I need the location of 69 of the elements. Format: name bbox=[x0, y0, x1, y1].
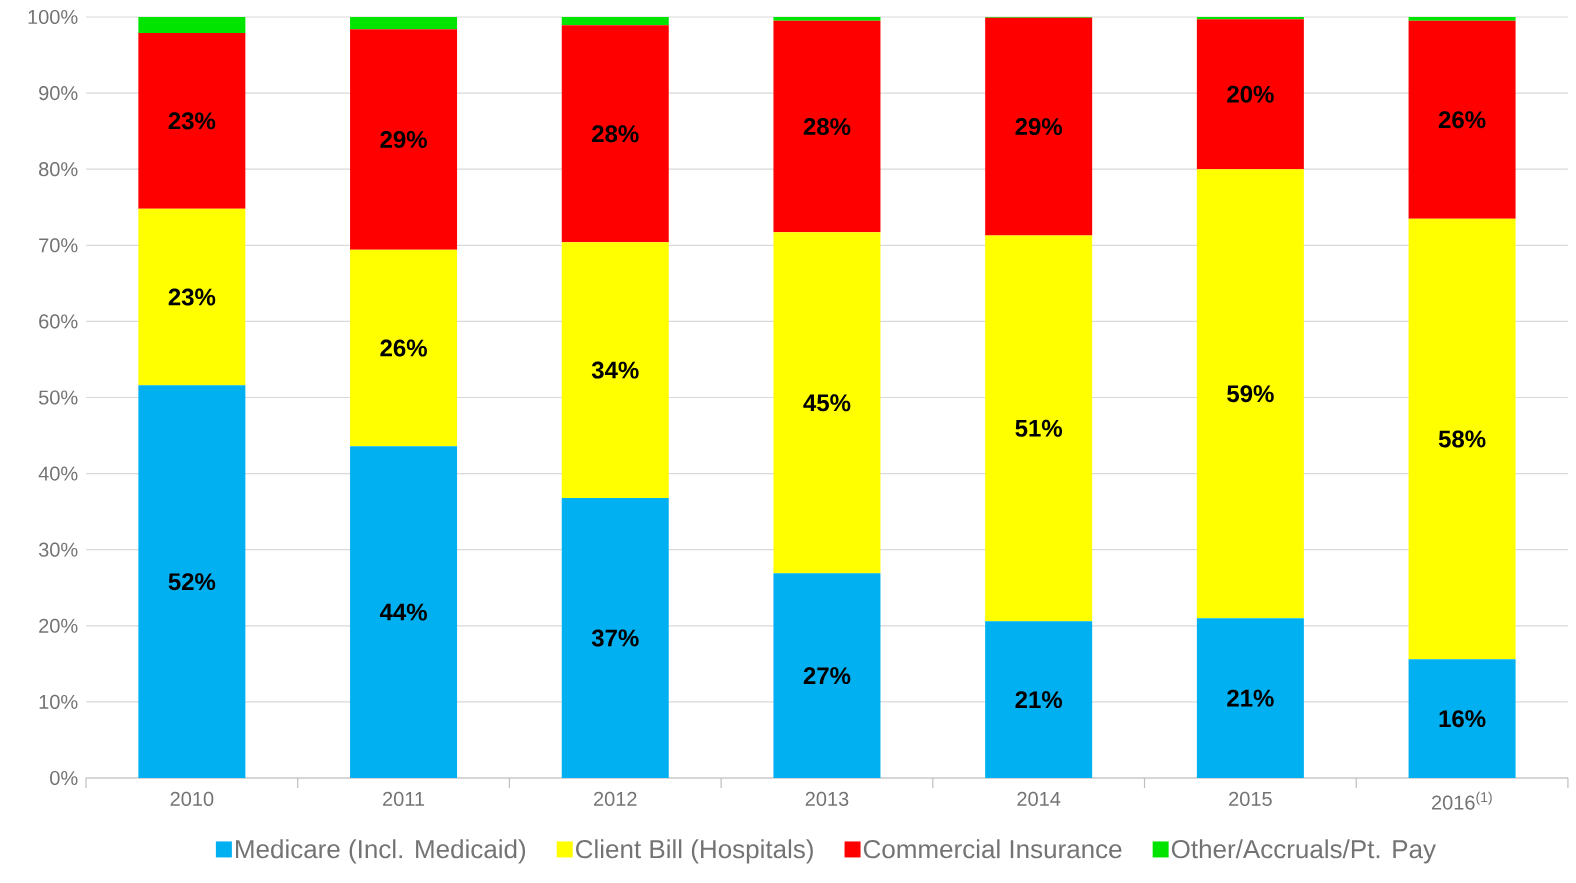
y-tick-label: 90% bbox=[39, 86, 78, 101]
bar bbox=[985, 235, 1093, 622]
bar bbox=[350, 29, 458, 250]
bar bbox=[1408, 218, 1516, 660]
bar bbox=[138, 208, 246, 386]
y-tick-label: 10% bbox=[39, 694, 78, 709]
bar bbox=[138, 385, 246, 778]
bar bbox=[350, 249, 458, 447]
x-tick-label: 2015 bbox=[1229, 791, 1272, 806]
data-label: 29% bbox=[1015, 118, 1063, 136]
data-label: 37% bbox=[591, 629, 639, 647]
bar bbox=[1408, 16, 1516, 21]
bar bbox=[1196, 618, 1304, 778]
y-tick-label: 50% bbox=[38, 390, 78, 405]
legend-label: Other/Accruals/Pt. Pay bbox=[1171, 839, 1436, 864]
bar bbox=[561, 242, 669, 498]
data-label: 59% bbox=[1227, 385, 1274, 403]
bar bbox=[350, 446, 458, 778]
data-label: 23% bbox=[168, 112, 216, 130]
y-tick-label: 60% bbox=[39, 314, 78, 329]
bar bbox=[1196, 19, 1304, 170]
data-label: 20% bbox=[1227, 85, 1274, 103]
bar bbox=[773, 16, 881, 21]
x-tick-label: 2011 bbox=[383, 791, 425, 806]
bar bbox=[773, 232, 881, 574]
x-tick-label: 2010 bbox=[170, 791, 214, 806]
y-tick-label: 70% bbox=[39, 238, 78, 253]
data-label: 26% bbox=[380, 339, 427, 357]
data-label: 51% bbox=[1015, 419, 1063, 437]
data-label: 44% bbox=[379, 603, 427, 621]
y-tick-label: 40% bbox=[38, 466, 78, 481]
bar bbox=[138, 32, 246, 209]
bar bbox=[985, 17, 1093, 236]
legend-label: Client Bill (Hospitals) bbox=[576, 839, 813, 864]
y-tick-label: 30% bbox=[38, 542, 78, 557]
data-label: 58% bbox=[1438, 430, 1486, 448]
bar bbox=[1408, 659, 1516, 778]
bar bbox=[1408, 20, 1516, 219]
data-label: 29% bbox=[380, 131, 427, 149]
bar bbox=[985, 621, 1093, 778]
y-tick-label: 100% bbox=[28, 9, 78, 25]
y-tick-label: 0% bbox=[50, 770, 78, 786]
bar bbox=[561, 16, 669, 26]
x-tick-label: 2012 bbox=[594, 791, 637, 806]
legend-label: Commercial Insurance bbox=[863, 839, 1122, 859]
bar bbox=[561, 25, 669, 243]
data-label: 27% bbox=[803, 667, 851, 685]
data-label: 34% bbox=[591, 361, 639, 379]
data-label: 21% bbox=[1015, 691, 1063, 709]
y-tick-label: 80% bbox=[39, 162, 78, 177]
legend-label: Medicare (Incl. Medicaid) bbox=[236, 839, 526, 864]
y-tick-label: 20% bbox=[39, 618, 78, 633]
bar bbox=[561, 497, 669, 778]
data-label: 52% bbox=[168, 573, 216, 591]
data-label: 23% bbox=[168, 288, 216, 306]
bar bbox=[350, 16, 458, 30]
data-label: 26% bbox=[1438, 111, 1486, 129]
bar bbox=[773, 573, 881, 778]
bar bbox=[1196, 169, 1304, 619]
x-tick-label: 2013 bbox=[805, 791, 849, 806]
bar bbox=[138, 16, 246, 33]
x-tick-label: 2016$^{(1)}$ bbox=[1432, 791, 1492, 810]
data-label: 16% bbox=[1439, 710, 1486, 728]
data-label: 21% bbox=[1227, 689, 1274, 707]
bar bbox=[773, 20, 881, 233]
x-tick-label: 2014 bbox=[1017, 791, 1061, 806]
data-label: 45% bbox=[803, 394, 851, 412]
data-label: 28% bbox=[592, 125, 639, 143]
data-label: 28% bbox=[803, 118, 851, 136]
